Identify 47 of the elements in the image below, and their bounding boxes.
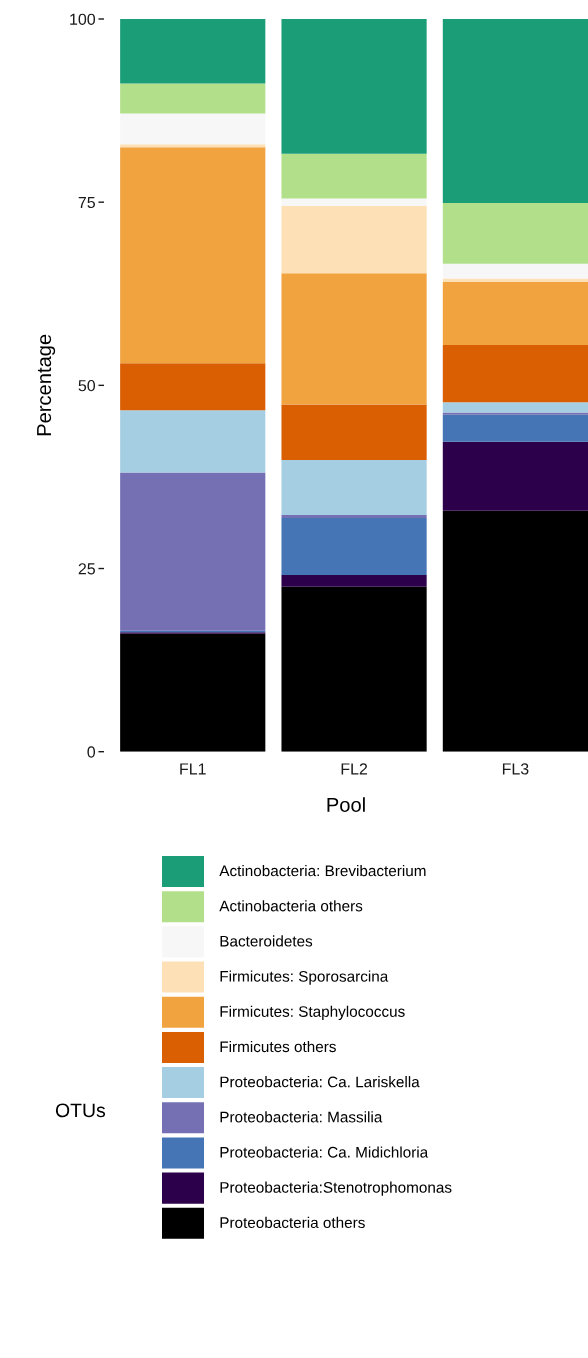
x-axis-title: Pool bbox=[327, 797, 365, 812]
bar bbox=[281, 273, 427, 405]
bar bbox=[281, 19, 427, 154]
bar bbox=[120, 144, 266, 148]
legend-label: Firmicutes: Staphylococcus bbox=[220, 1005, 405, 1020]
bar bbox=[281, 404, 427, 461]
bar bbox=[120, 472, 266, 631]
bar bbox=[442, 402, 588, 413]
bar bbox=[120, 410, 266, 473]
legend-label: Bacteroidetes bbox=[220, 935, 313, 947]
bar bbox=[281, 515, 427, 518]
y-axis-title: Percentage bbox=[37, 334, 56, 436]
bar bbox=[442, 345, 588, 403]
y-tick-label: 50 bbox=[78, 379, 96, 392]
bar bbox=[120, 633, 266, 752]
x-tick-label: FL1 bbox=[180, 763, 206, 775]
legend-label: Proteobacteria: Ca. Midichloria bbox=[220, 1146, 429, 1158]
y-tick-label: 75 bbox=[78, 196, 95, 209]
bar bbox=[281, 517, 427, 576]
legend-label: Actinobacteria: Brevibacterium bbox=[219, 865, 426, 877]
bar bbox=[442, 278, 588, 283]
legend-label: Proteobacteria: Massilia bbox=[220, 1111, 383, 1123]
y-tick-label: 25 bbox=[78, 563, 95, 575]
bar bbox=[120, 19, 266, 84]
bar bbox=[442, 19, 588, 203]
bar bbox=[442, 282, 588, 346]
x-tick-label: FL2 bbox=[341, 763, 368, 775]
bar bbox=[442, 412, 588, 415]
legend-label: Proteobacteria:Stenotrophomonas bbox=[220, 1181, 452, 1196]
bar bbox=[281, 586, 427, 752]
bar bbox=[442, 263, 588, 279]
x-tick-label: FL3 bbox=[502, 763, 529, 775]
legend-title: OTUs bbox=[55, 1103, 106, 1118]
y-tick-label: 0 bbox=[87, 746, 96, 758]
legend-label: Proteobacteria: Ca. Lariskella bbox=[220, 1076, 420, 1088]
bar bbox=[442, 414, 588, 442]
legend-label: Actinobacteria others bbox=[219, 900, 363, 912]
bar bbox=[281, 575, 427, 587]
bar bbox=[442, 441, 588, 511]
bar bbox=[442, 202, 588, 264]
legend-label: Firmicutes: Sporosarcina bbox=[220, 970, 389, 985]
bar bbox=[120, 363, 266, 411]
bar bbox=[281, 460, 427, 516]
legend-label: Proteobacteria others bbox=[220, 1216, 365, 1229]
y-tick-label: 100 bbox=[70, 13, 96, 25]
legend-label: Firmicutes others bbox=[220, 1040, 336, 1053]
bar bbox=[442, 510, 588, 752]
